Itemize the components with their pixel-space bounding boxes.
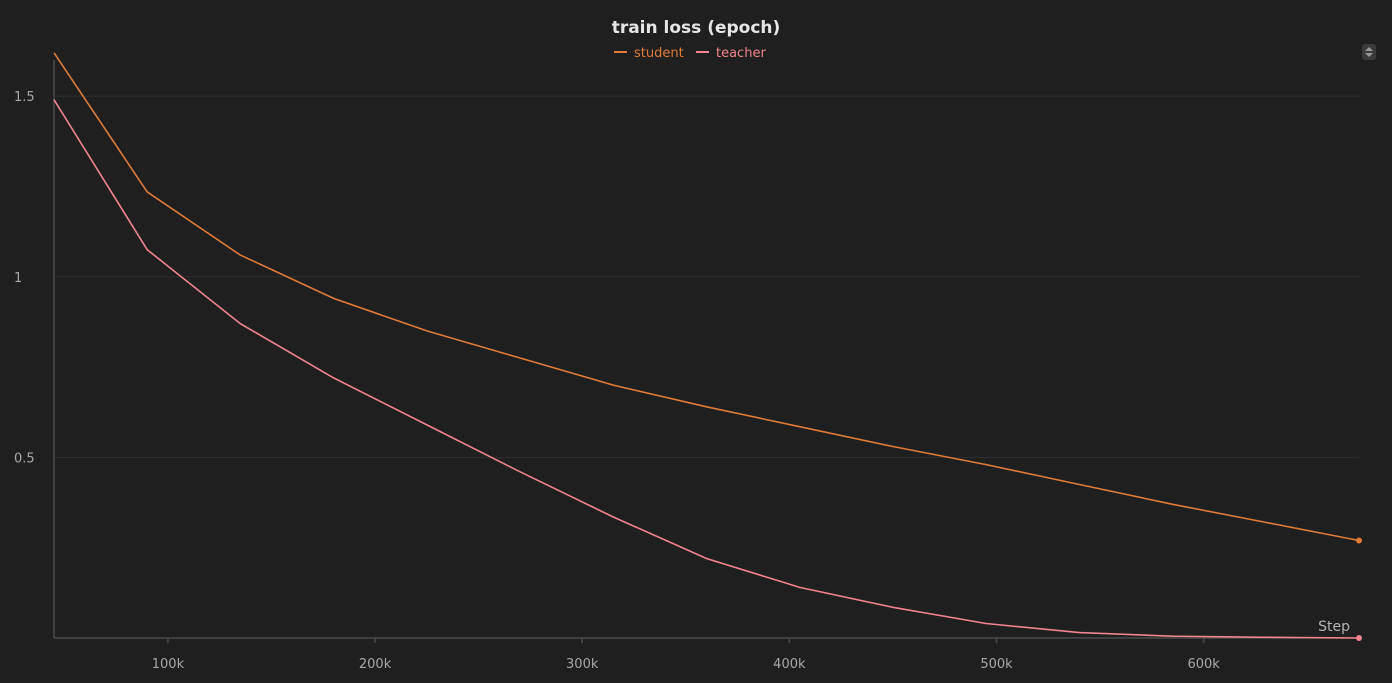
series-end-point-teacher [1356, 635, 1362, 641]
legend-label-teacher: teacher [716, 46, 766, 61]
chevron-up-icon [1365, 47, 1373, 51]
series-end-point-student [1356, 537, 1362, 544]
series-group [53, 52, 1362, 641]
axes: 0.5 1 1.5 100k 200k 300k 400k 500k 600k [14, 60, 1359, 672]
grid [54, 95, 1359, 458]
x-tick-label: 500k [980, 657, 1013, 672]
legend: student teacher [614, 46, 766, 61]
x-tick-label: 400k [773, 657, 806, 672]
y-tick-label: 0.5 [14, 451, 35, 466]
x-tick-label: 200k [359, 657, 392, 672]
chart-title: train loss (epoch) [612, 18, 781, 38]
series-line-teacher [53, 99, 1360, 639]
x-tick-label: 100k [152, 657, 185, 672]
y-tick-label: 1 [14, 271, 22, 286]
y-tick-label: 1.5 [14, 90, 35, 105]
series-line-student [53, 52, 1360, 542]
x-tick-label: 300k [566, 657, 599, 672]
sort-toggle-button[interactable] [1362, 44, 1376, 60]
chevron-down-icon [1365, 53, 1373, 57]
legend-label-student: student [634, 46, 684, 61]
x-axis-label: Step [1318, 619, 1350, 635]
x-tick-label: 600k [1187, 657, 1220, 672]
